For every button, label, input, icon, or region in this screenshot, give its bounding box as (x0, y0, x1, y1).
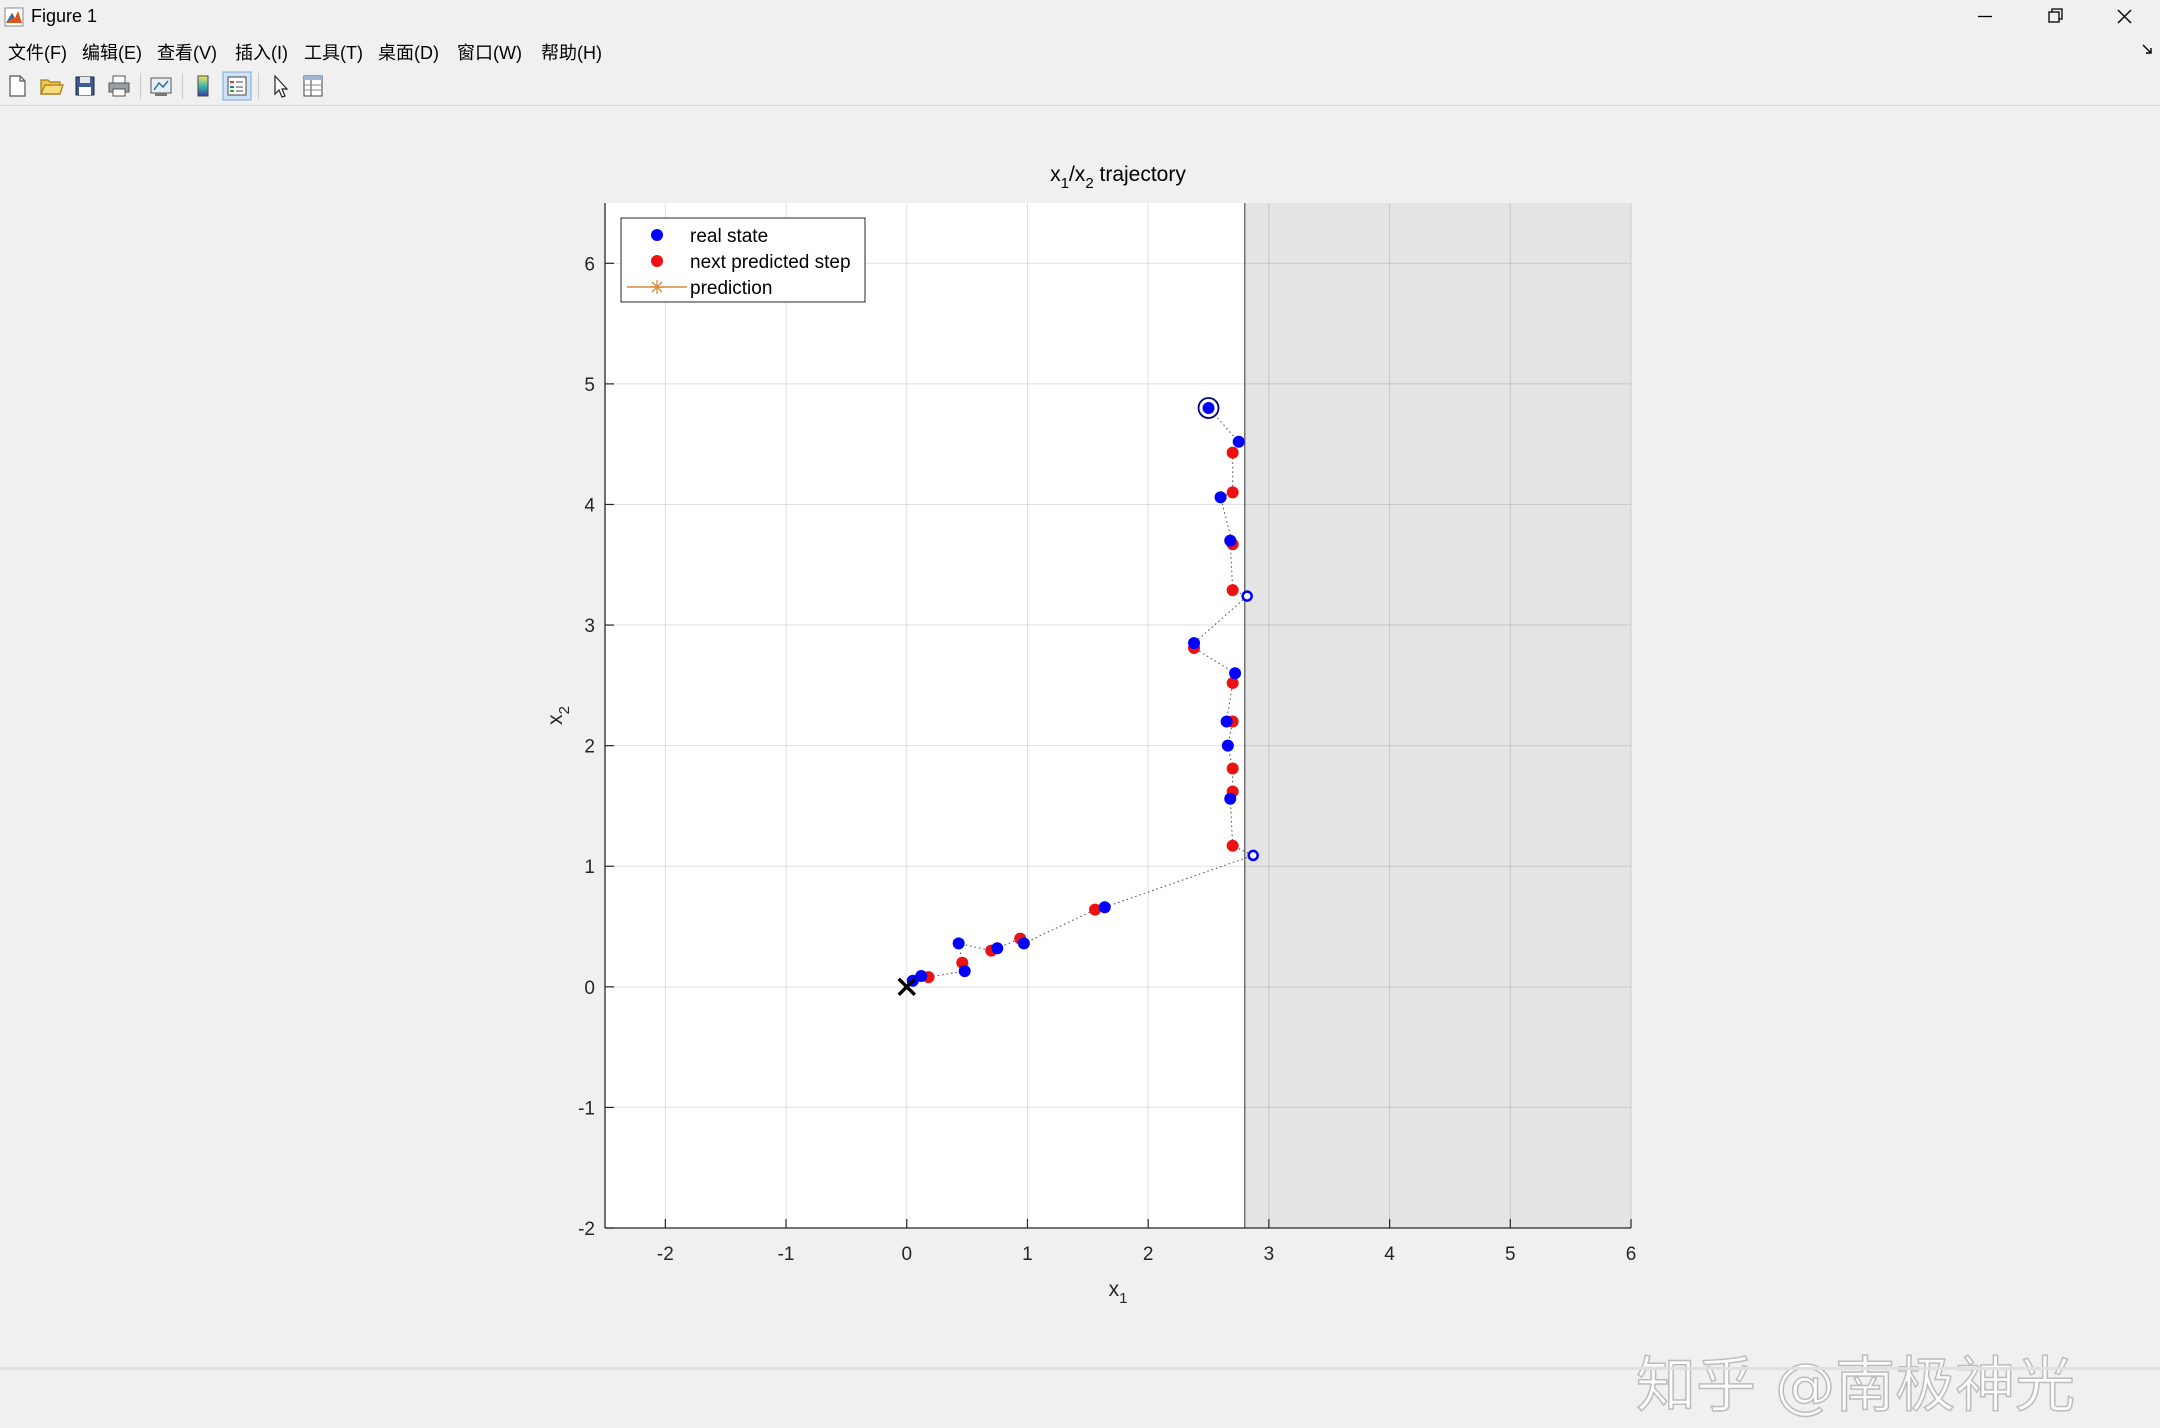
matlab-logo-icon (4, 7, 24, 27)
menu-edit[interactable]: 编辑(E) (82, 43, 142, 63)
predicted-step-point (1226, 762, 1239, 775)
real-state-point (1221, 739, 1234, 752)
save-icon[interactable] (70, 71, 100, 101)
legend-entry-label: prediction (690, 278, 772, 299)
x-tick-label: 2 (1143, 1244, 1154, 1265)
predicted-step-point (1226, 486, 1239, 499)
legend-prediction-star (651, 281, 663, 293)
real-state-point (1017, 937, 1030, 950)
x-tick-label: -2 (657, 1244, 674, 1265)
menu-tools[interactable]: 工具(T) (304, 43, 363, 63)
y-tick-label: -1 (578, 1098, 595, 1119)
menu-window[interactable]: 窗口(W) (457, 43, 522, 63)
zhihu-watermark: 知乎 @南极神光 (1636, 1350, 2076, 1422)
title-bar: Figure 1 (0, 0, 2160, 33)
svg-text:知乎 @南极神光: 知乎 @南极神光 (1636, 1351, 2075, 1421)
print-icon[interactable] (104, 71, 134, 101)
real-state-point (1232, 435, 1245, 448)
x-tick-label: 3 (1264, 1244, 1275, 1265)
menu-view[interactable]: 查看(V) (157, 43, 217, 63)
predicted-step-point (1226, 676, 1239, 689)
constraint-violation-point (1241, 590, 1253, 602)
real-state-point (1098, 901, 1111, 914)
predicted-step-point (1226, 839, 1239, 852)
close-icon[interactable] (2090, 0, 2160, 33)
insert-legend-icon[interactable] (222, 71, 252, 101)
y-axis-label: x2 (544, 706, 573, 725)
y-tick-label: 6 (584, 254, 595, 275)
menu-desktop[interactable]: 桌面(D) (378, 43, 439, 63)
y-tick-label: 2 (584, 737, 595, 758)
real-state-point (991, 942, 1004, 955)
target-cross (897, 977, 917, 997)
constraint-violation-point (1247, 849, 1259, 862)
y-tick-label: 0 (584, 978, 595, 999)
legend-entry-label: next predicted step (690, 252, 851, 273)
y-tick-label: 3 (584, 616, 595, 637)
y-tick-label: -2 (578, 1219, 595, 1240)
status-strip (0, 1367, 2160, 1370)
dock-arrow-icon[interactable] (2140, 41, 2156, 57)
y-tick-label: 1 (584, 857, 595, 878)
toolbar-separator (182, 73, 183, 99)
predicted-step-point (1226, 584, 1239, 597)
y-tick-label: 4 (584, 495, 595, 516)
trajectory-plot[interactable]: -2 -1 0 1 2 3 4 5 6 -2 -1 0 1 2 3 4 5 6 x1/x2 trajectory x1… (0, 106, 2160, 1368)
open-file-icon[interactable] (36, 71, 66, 101)
legend-entry-label: real state (690, 226, 768, 247)
x-tick-label: 6 (1626, 1244, 1637, 1265)
real-state-point (1220, 715, 1233, 728)
figure-canvas[interactable]: -2 -1 0 1 2 3 4 5 6 -2 -1 0 1 2 3 4 5 6 x1/x2 trajectory x1… (0, 106, 2160, 1422)
link-plot-icon[interactable] (146, 71, 176, 101)
real-state-point (1188, 637, 1201, 650)
predicted-step-point (1226, 446, 1239, 459)
predicted-step-point (1089, 903, 1102, 916)
minimize-icon[interactable] (1950, 0, 2020, 33)
menu-help[interactable]: 帮助(H) (541, 43, 602, 63)
property-inspector-icon[interactable] (298, 71, 328, 101)
toolbar (0, 67, 2160, 106)
x-tick-label: 0 (901, 1244, 912, 1265)
x-tick-label: 5 (1505, 1244, 1516, 1265)
legend-real-state-marker (651, 229, 663, 241)
y-tick-label: 5 (584, 375, 595, 396)
trajectory-path (906, 407, 1255, 988)
x-tick-label: -1 (778, 1244, 795, 1265)
restore-icon[interactable] (2020, 0, 2090, 33)
start-point-ring (1197, 397, 1220, 419)
real-state-point (1202, 402, 1215, 414)
new-figure-icon[interactable] (2, 71, 32, 101)
real-state-point (952, 937, 965, 950)
infeasible-region (1244, 203, 1631, 1228)
legend-predicted-marker (651, 255, 663, 267)
x-tick-label: 1 (1022, 1244, 1033, 1265)
real-state-point (1224, 534, 1237, 547)
menu-insert[interactable]: 插入(I) (235, 43, 288, 63)
toolbar-separator (140, 73, 141, 99)
real-state-point (958, 965, 971, 978)
insert-colorbar-icon[interactable] (188, 71, 218, 101)
real-state-point (1224, 792, 1237, 805)
real-state-point (1229, 667, 1242, 680)
real-state-point (1214, 491, 1227, 504)
pointer-icon[interactable] (265, 71, 295, 101)
toolbar-separator (258, 73, 259, 99)
x-tick-label: 4 (1384, 1244, 1395, 1265)
menu-bar: 文件(F) 编辑(E) 查看(V) 插入(I) 工具(T) 桌面(D) 窗口(W… (0, 33, 2160, 67)
menu-file[interactable]: 文件(F) (8, 43, 67, 63)
window-title: Figure 1 (31, 6, 98, 26)
chart-title: x1/x2 trajectory (1050, 163, 1186, 192)
x-axis-label: x1 (1109, 1278, 1128, 1307)
